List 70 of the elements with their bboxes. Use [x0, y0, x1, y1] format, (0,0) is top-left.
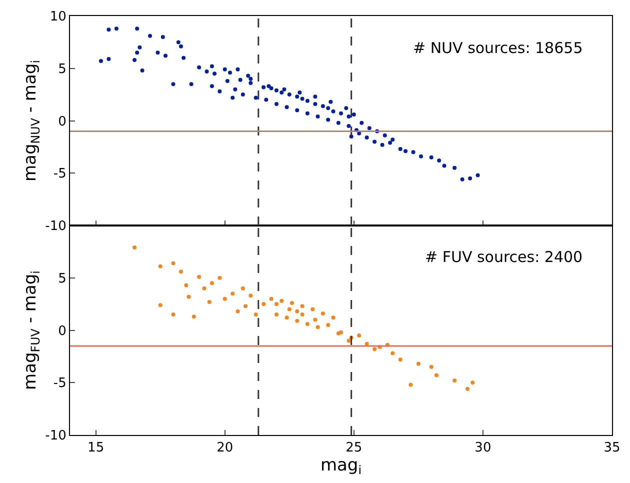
x-axis-title: mag$_{i}$ [320, 456, 362, 478]
point [398, 358, 402, 362]
point [248, 294, 253, 298]
y-tick-label: 0 [58, 324, 66, 339]
point [158, 264, 162, 268]
point [284, 316, 289, 320]
y-tick-label: -5 [53, 376, 66, 392]
point [132, 246, 137, 250]
y-tick-label: -5 [53, 166, 66, 182]
point [210, 281, 214, 286]
point [408, 382, 413, 387]
point [262, 302, 266, 306]
point [300, 312, 304, 317]
point [310, 307, 315, 312]
y-tick-label: -10 [45, 428, 66, 444]
point [331, 316, 336, 320]
point [280, 298, 284, 303]
point [465, 386, 470, 391]
point [336, 331, 340, 336]
point [434, 373, 438, 378]
point [416, 362, 420, 366]
point [158, 303, 162, 308]
point [305, 322, 310, 326]
x-tick-label: 20 [216, 440, 234, 456]
point [390, 351, 395, 356]
point [244, 304, 248, 308]
point [429, 364, 434, 369]
point [184, 283, 188, 288]
point [171, 261, 176, 266]
point [287, 307, 292, 312]
point [316, 325, 320, 330]
point [470, 380, 475, 385]
point [346, 338, 351, 343]
point [240, 286, 245, 290]
point [452, 378, 457, 383]
point [313, 318, 318, 322]
point [218, 276, 222, 280]
point [274, 302, 278, 306]
point [186, 294, 191, 299]
point [320, 311, 325, 316]
point [236, 309, 240, 314]
point [326, 323, 330, 328]
point [372, 347, 377, 352]
y-tick-label: -10 [45, 219, 66, 234]
point [178, 270, 183, 274]
x-tick-label: 30 [474, 440, 492, 456]
point [207, 300, 212, 304]
annotation: # NUV sources: 18655 [413, 39, 583, 57]
point [192, 314, 196, 319]
point [290, 301, 294, 306]
point [300, 304, 304, 308]
point [222, 296, 227, 301]
point [171, 312, 176, 317]
point [197, 274, 202, 279]
y-tick-label: 0 [58, 114, 66, 130]
point [254, 312, 258, 317]
y-tick-label: 5 [58, 62, 66, 77]
y-tick-label: 10 [50, 10, 66, 25]
x-tick-label: 25 [346, 440, 362, 456]
y-tick-label: 5 [58, 271, 66, 286]
annotation: # FUV sources: 2400 [425, 248, 583, 266]
point [295, 318, 300, 323]
point [230, 292, 235, 296]
point [269, 296, 274, 301]
point [202, 286, 206, 290]
point [357, 333, 362, 338]
point [295, 309, 300, 314]
x-tick-label: 15 [88, 440, 104, 456]
point [274, 312, 278, 317]
x-tick-label: 35 [604, 440, 620, 456]
